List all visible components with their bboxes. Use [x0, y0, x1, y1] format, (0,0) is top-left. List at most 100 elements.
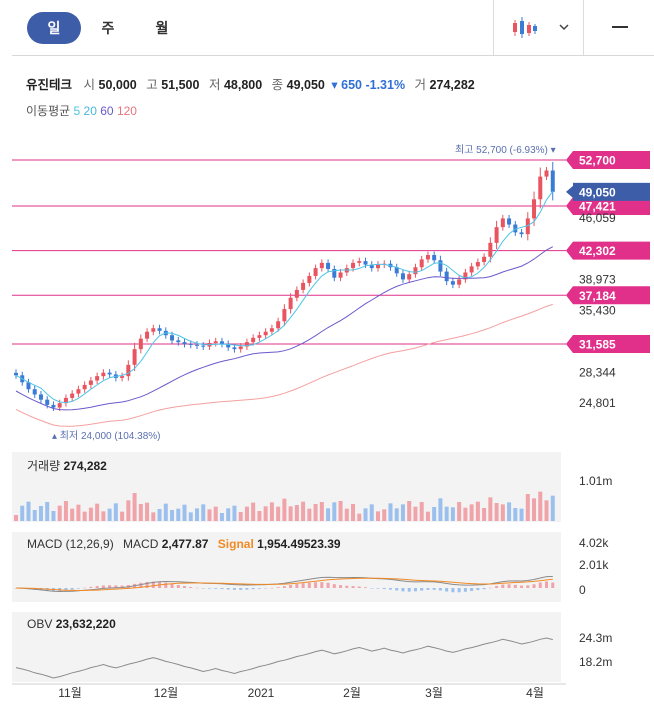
candle-body	[550, 170, 555, 192]
candle-body	[525, 218, 530, 235]
ma5-line	[15, 191, 554, 404]
macd-axis-label: 2.01k	[579, 558, 609, 572]
volume-bar	[232, 505, 237, 521]
candle-body	[76, 389, 81, 394]
volume-bar	[170, 510, 175, 521]
volume-bar	[301, 501, 306, 521]
macd-histogram-bar	[401, 588, 405, 592]
macd-histogram-bar	[301, 583, 305, 588]
volume-bar	[357, 513, 362, 521]
candle-body	[63, 397, 68, 404]
candle-body	[269, 328, 274, 332]
candle-body	[444, 271, 449, 282]
macd-histogram-bar	[420, 588, 424, 591]
volume-label: 거	[414, 78, 427, 92]
volume-bar	[257, 511, 262, 521]
volume-bar	[201, 504, 206, 521]
candle-body	[438, 260, 443, 272]
candle-body	[407, 274, 412, 280]
volume-bar	[126, 500, 131, 521]
ma5-label: 5	[73, 104, 81, 118]
x-axis-label: 11월	[58, 686, 82, 700]
macd-histogram-bar	[463, 588, 467, 592]
volume-bar	[138, 504, 143, 521]
volume-panel: 1.01m	[12, 452, 612, 522]
level-tag	[566, 151, 650, 170]
macd-histogram-bar	[445, 588, 449, 592]
macd-histogram-bar	[101, 585, 105, 588]
candle-body	[282, 309, 287, 322]
volume-panel-title: 거래량	[27, 459, 61, 473]
volume-bar	[450, 507, 455, 521]
candle-body	[257, 335, 262, 338]
x-axis-label: 4월	[526, 686, 544, 700]
high-value: 51,500	[161, 78, 200, 92]
volume-bar	[338, 501, 343, 521]
macd-histogram-bar	[532, 584, 536, 588]
macd-histogram-bar	[64, 588, 68, 591]
tab-week[interactable]: 주	[101, 20, 115, 36]
candle-body	[357, 261, 362, 263]
candle-body	[51, 404, 56, 408]
toolbar-divider	[583, 0, 584, 55]
macd-histogram-bar	[520, 585, 524, 588]
macd-histogram-bar	[214, 588, 218, 589]
macd-histogram-bar	[245, 588, 249, 590]
tab-month[interactable]: 월	[155, 20, 169, 36]
candle-body	[188, 343, 193, 345]
volume-bar	[513, 508, 518, 521]
macd-histogram-bar	[108, 585, 112, 588]
macd-histogram-bar	[538, 582, 542, 588]
macd-histogram-bar	[120, 585, 124, 588]
ma20-label: 20	[83, 104, 97, 118]
x-axis-label: 3월	[425, 686, 443, 700]
volume-bar	[525, 494, 530, 521]
macd-histogram-bar	[370, 588, 374, 589]
tab-day[interactable]: 일	[27, 12, 81, 44]
candle-body	[170, 335, 175, 341]
volume-bar	[432, 507, 437, 521]
candlestick-icon[interactable]	[509, 14, 539, 42]
volume-bar	[475, 501, 480, 521]
candle-body	[263, 331, 268, 336]
macd-histogram-bar	[345, 585, 349, 588]
chevron-down-icon[interactable]	[557, 20, 571, 34]
macd-histogram-bar	[457, 588, 461, 593]
menu-icon[interactable]	[612, 26, 628, 28]
macd-histogram-bar	[207, 588, 211, 589]
candle-body	[120, 376, 125, 378]
volume-bar	[107, 508, 112, 521]
volume-bar	[188, 512, 193, 521]
volume-bar	[494, 503, 499, 521]
obv-panel-value: 23,632,220	[55, 617, 116, 631]
close-value: 49,050	[286, 78, 325, 92]
volume-bar	[538, 491, 543, 521]
volume-bar	[425, 511, 430, 521]
level-label: 37,184	[579, 289, 616, 303]
volume-bar	[95, 503, 100, 521]
volume-bar	[388, 503, 393, 521]
volume-bar	[419, 502, 424, 521]
price-axis-label: 28,344	[579, 365, 616, 379]
candle-body	[57, 403, 62, 408]
obv-panel-bg	[12, 612, 561, 682]
macd-histogram-bar	[488, 587, 492, 589]
candle-body	[538, 176, 543, 200]
volume-bar	[14, 515, 18, 521]
low-value: 48,800	[223, 78, 263, 92]
candle-body	[425, 255, 430, 260]
macd-histogram-bar	[264, 588, 268, 589]
volume-bar	[307, 508, 312, 521]
candle-body	[450, 281, 455, 285]
volume-bar	[45, 502, 50, 521]
low-label: 저	[208, 78, 221, 92]
volume-panel-label: 거래량 274,282	[27, 457, 107, 474]
volume-bar	[176, 508, 181, 521]
macd-panel-bg	[12, 532, 561, 602]
macd-histogram-bar	[545, 581, 549, 588]
candle-body	[532, 199, 537, 219]
macd-histogram-bar	[507, 584, 511, 588]
high-label: 고	[146, 78, 158, 92]
macd-axis-label: 0	[579, 583, 586, 597]
